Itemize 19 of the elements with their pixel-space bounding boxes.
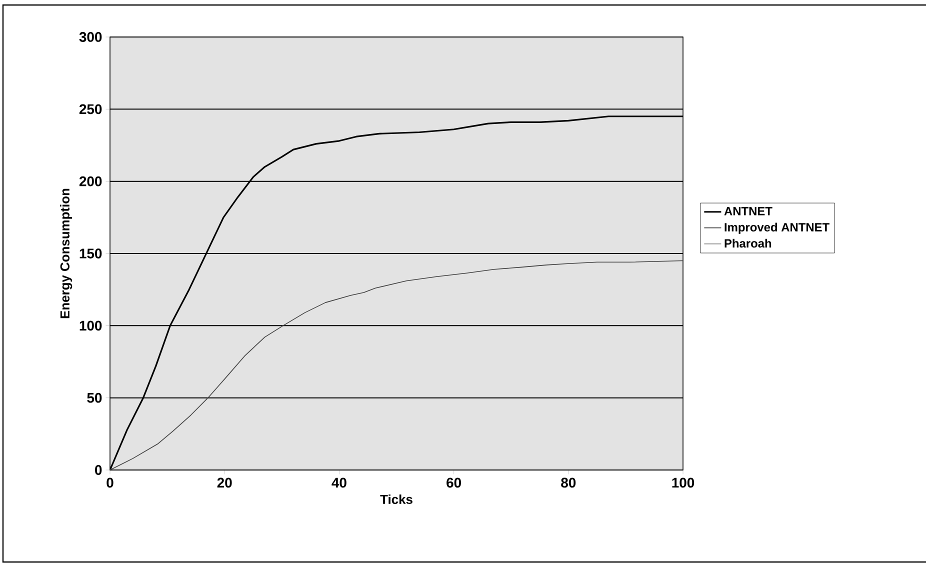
legend-label: Pharoah (724, 238, 772, 248)
y-tick-label: 0 (95, 465, 102, 475)
y-axis-title: Energy Consumption (60, 188, 72, 318)
line-series (110, 260, 684, 470)
y-tick-label: 150 (80, 248, 102, 258)
x-tick-label: 40 (332, 478, 346, 488)
x-tick-label: 100 (672, 478, 694, 488)
x-tick-label: 20 (217, 478, 232, 488)
legend-label: ANTNET (724, 207, 772, 216)
x-tick-label: 60 (446, 478, 461, 488)
y-tick-label: 250 (79, 104, 102, 114)
y-tick-label: 100 (80, 320, 102, 331)
x-tick-label: 0 (106, 478, 114, 488)
y-tick-label: 50 (87, 392, 102, 403)
x-tick-label: 80 (561, 478, 576, 488)
x-axis-title: Ticks (380, 494, 412, 504)
legend-label: Improved ANTNET (724, 222, 830, 234)
y-tick-label: 200 (79, 176, 102, 186)
y-tick-label: 300 (79, 32, 102, 42)
